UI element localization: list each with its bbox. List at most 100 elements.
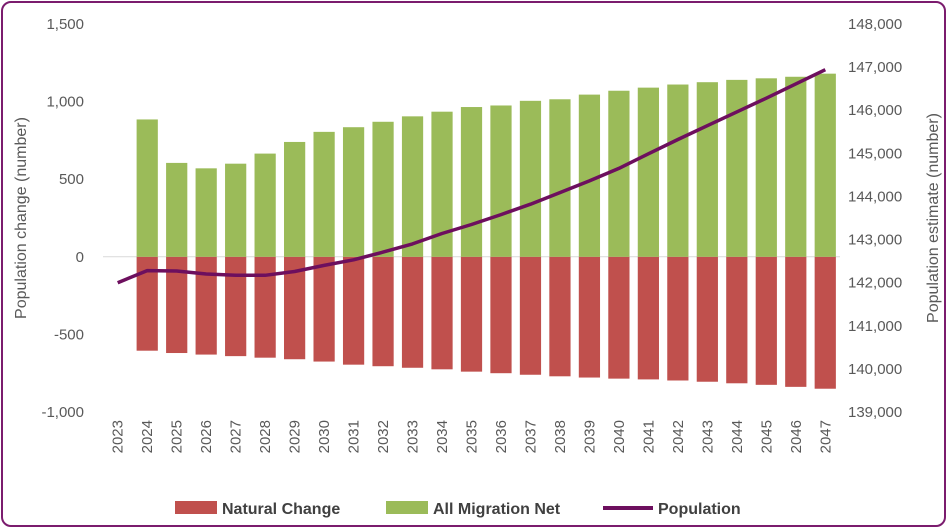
bar-migration-2034 — [431, 111, 453, 257]
bar-natural-change-2037 — [519, 256, 542, 375]
legend-label-migration: All Migration Net — [433, 501, 561, 518]
bar-natural-change-2040 — [608, 256, 630, 379]
bar-migration-2040 — [608, 90, 630, 257]
bar-natural-change-2043 — [696, 256, 718, 382]
y-tick-label: 1,500 — [46, 16, 84, 33]
bar-natural-change-2026 — [195, 256, 217, 355]
bar-migration-2025 — [166, 162, 188, 257]
bar-migration-2031 — [342, 127, 365, 257]
x-tick-label-2036: 2036 — [493, 420, 510, 453]
bar-natural-change-2025 — [166, 256, 188, 354]
y-tick-label: 500 — [59, 171, 84, 188]
y2-tick-label: 139,000 — [848, 404, 902, 421]
population-line — [117, 68, 827, 285]
y-axis-title: Population change (number) — [13, 117, 30, 319]
bar-natural-change-2046 — [785, 256, 807, 387]
x-tick-label-2026: 2026 — [198, 420, 215, 453]
y-tick-label: -1,000 — [41, 404, 84, 421]
bar-natural-change-2031 — [342, 256, 365, 365]
y-tick-label: 1,000 — [46, 94, 84, 111]
y2-tick-label: 140,000 — [848, 361, 902, 378]
bar-migration-2043 — [696, 82, 718, 257]
bar-natural-change-2042 — [667, 256, 689, 381]
bar-migration-2042 — [667, 84, 689, 257]
x-tick-label-2034: 2034 — [434, 420, 451, 453]
x-axis-ticks: 2023 2024 2025 2026 2027 2028 2029 2030 2031 2032… — [110, 420, 835, 453]
x-tick-label-2046: 2046 — [788, 420, 805, 453]
bar-migration-2047 — [814, 73, 836, 257]
bar-migration-2027 — [225, 163, 247, 257]
y2-tick-label: 145,000 — [848, 145, 902, 162]
x-tick-label-2047: 2047 — [817, 420, 834, 453]
natural-change-bars — [136, 256, 836, 389]
migration-bars — [136, 73, 836, 257]
bar-natural-change-2032 — [372, 256, 394, 367]
x-tick-label-2040: 2040 — [611, 420, 628, 453]
y2-tick-label: 144,000 — [848, 188, 902, 205]
bar-migration-2030 — [313, 131, 335, 257]
bar-natural-change-2028 — [254, 256, 276, 358]
bar-migration-2044 — [726, 79, 748, 257]
x-tick-label-2033: 2033 — [405, 420, 422, 453]
y-tick-label: 0 — [76, 249, 84, 266]
bar-migration-2026 — [195, 168, 217, 257]
x-tick-label-2030: 2030 — [316, 420, 333, 453]
population-line-group — [117, 68, 827, 285]
x-tick-label-2037: 2037 — [523, 420, 540, 453]
bar-migration-2037 — [519, 100, 542, 257]
x-tick-label-2041: 2041 — [640, 420, 657, 453]
y-tick-label: -500 — [54, 326, 84, 343]
bar-migration-2045 — [755, 78, 777, 257]
bar-natural-change-2033 — [401, 256, 424, 368]
bar-natural-change-2038 — [549, 256, 571, 377]
bar-natural-change-2039 — [578, 256, 601, 378]
x-tick-label-2042: 2042 — [670, 420, 687, 453]
y2-tick-label: 146,000 — [848, 102, 902, 119]
bar-natural-change-2029 — [284, 256, 306, 360]
bar-migration-2028 — [254, 153, 276, 257]
x-tick-label-2028: 2028 — [257, 420, 274, 453]
x-tick-label-2039: 2039 — [581, 420, 598, 453]
x-tick-label-2024: 2024 — [139, 420, 156, 453]
left-axis-ticks: -1,000 -500 0 500 1,000 1,500 — [41, 16, 84, 421]
legend-label-natural-change: Natural Change — [222, 501, 340, 518]
legend-label-population: Population — [658, 501, 741, 518]
y2-axis-title: Population estimate (number) — [925, 113, 942, 323]
bar-migration-2046 — [785, 76, 807, 257]
x-tick-label-2023: 2023 — [110, 420, 127, 453]
y2-tick-label: 141,000 — [848, 318, 902, 335]
bar-migration-2035 — [460, 107, 483, 257]
legend: Natural Change All Migration Net Populat… — [175, 501, 741, 518]
x-tick-label-2038: 2038 — [552, 420, 569, 453]
bar-natural-change-2034 — [431, 256, 453, 370]
x-tick-label-2027: 2027 — [228, 420, 245, 453]
bar-migration-2039 — [578, 94, 601, 257]
bar-migration-2033 — [401, 116, 424, 257]
bar-natural-change-2047 — [814, 256, 836, 389]
bar-migration-2036 — [490, 105, 512, 257]
bar-natural-change-2044 — [726, 256, 748, 384]
x-tick-label-2025: 2025 — [169, 420, 186, 453]
y2-tick-label: 147,000 — [848, 59, 902, 76]
legend-swatch-natural-change — [175, 501, 217, 514]
bar-natural-change-2036 — [490, 256, 512, 374]
bar-migration-2038 — [549, 99, 571, 257]
y2-tick-label: 142,000 — [848, 275, 902, 292]
x-tick-label-2043: 2043 — [699, 420, 716, 453]
bar-migration-2024 — [136, 119, 158, 257]
x-tick-label-2044: 2044 — [729, 420, 746, 453]
bar-natural-change-2030 — [313, 256, 335, 362]
x-tick-label-2032: 2032 — [375, 420, 392, 453]
y2-tick-label: 143,000 — [848, 232, 902, 249]
bar-natural-change-2041 — [637, 256, 659, 380]
bar-migration-2032 — [372, 121, 394, 257]
bar-migration-2029 — [284, 141, 306, 257]
x-tick-label-2029: 2029 — [287, 420, 304, 453]
x-tick-label-2031: 2031 — [346, 420, 363, 453]
right-axis-ticks: 139,000 140,000 141,000 142,000 143,000 144,0… — [848, 16, 902, 421]
x-tick-label-2035: 2035 — [464, 420, 481, 453]
bar-migration-2041 — [637, 87, 659, 257]
bar-natural-change-2024 — [136, 256, 158, 351]
bar-natural-change-2027 — [225, 256, 247, 357]
